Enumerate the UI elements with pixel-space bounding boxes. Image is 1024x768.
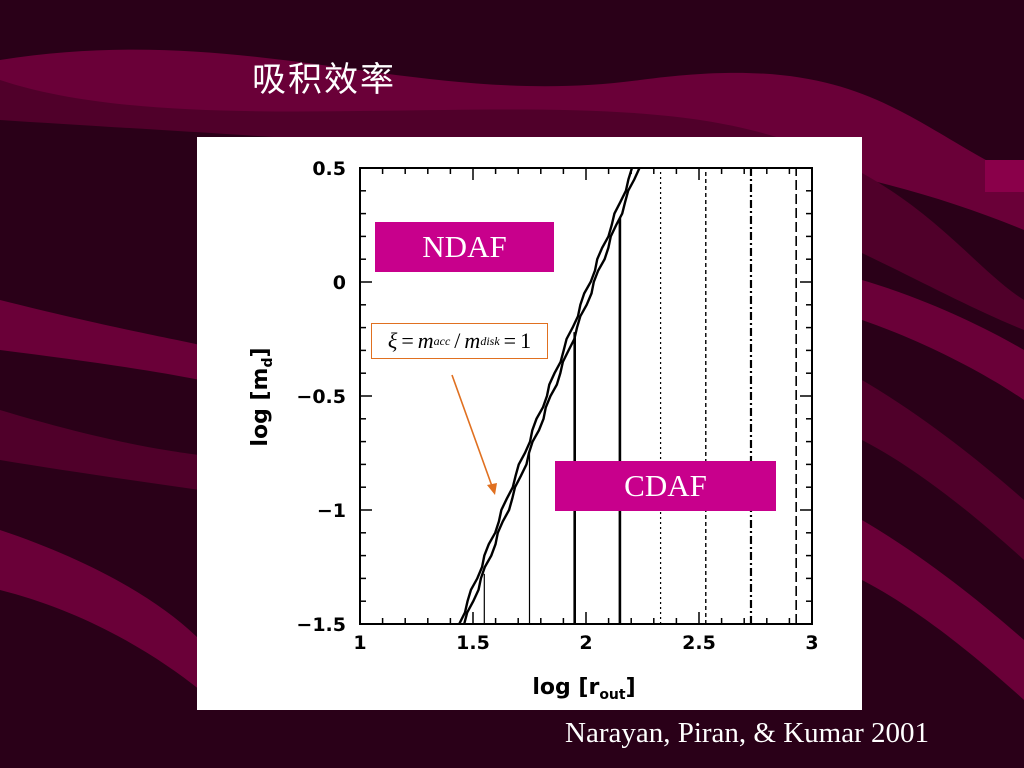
cdaf-label: CDAF (555, 461, 776, 511)
x-tick-label: 1.5 (456, 632, 490, 654)
equation-xi: ξ (387, 328, 398, 353)
boundary-line (458, 167, 634, 625)
citation: Narayan, Piran, & Kumar 2001 (565, 717, 930, 749)
slide-title: 吸积效率 (252, 60, 396, 100)
equation-box: ξ = m acc / m disk = 1 (371, 323, 548, 359)
y-tick-label: 0.5 (312, 158, 346, 180)
y-tick-label: −1 (317, 500, 346, 522)
x-tick-label: 2 (579, 632, 592, 654)
chart-svg: 1 1.5 2 2.5 3 −1.5 −1 −0.5 0 0.5 log [rout] log [… (248, 158, 819, 703)
y-axis-label: log [md] (248, 347, 276, 446)
annotation-arrow (451, 374, 494, 490)
boundary-line-outer (463, 167, 641, 625)
y-tick-label: 0 (333, 272, 346, 294)
y-tick-label: −1.5 (296, 614, 346, 636)
y-tick-label: −0.5 (296, 386, 346, 408)
x-axis-label: log [rout] (532, 675, 635, 703)
annotation-arrowhead (487, 483, 497, 495)
ndaf-label: NDAF (375, 222, 554, 272)
x-tick-label: 3 (805, 632, 818, 654)
chart-panel: 1 1.5 2 2.5 3 −1.5 −1 −0.5 0 0.5 log [rout] log [… (197, 137, 862, 710)
x-tick-label: 1 (353, 632, 366, 654)
x-tick-label: 2.5 (682, 632, 716, 654)
